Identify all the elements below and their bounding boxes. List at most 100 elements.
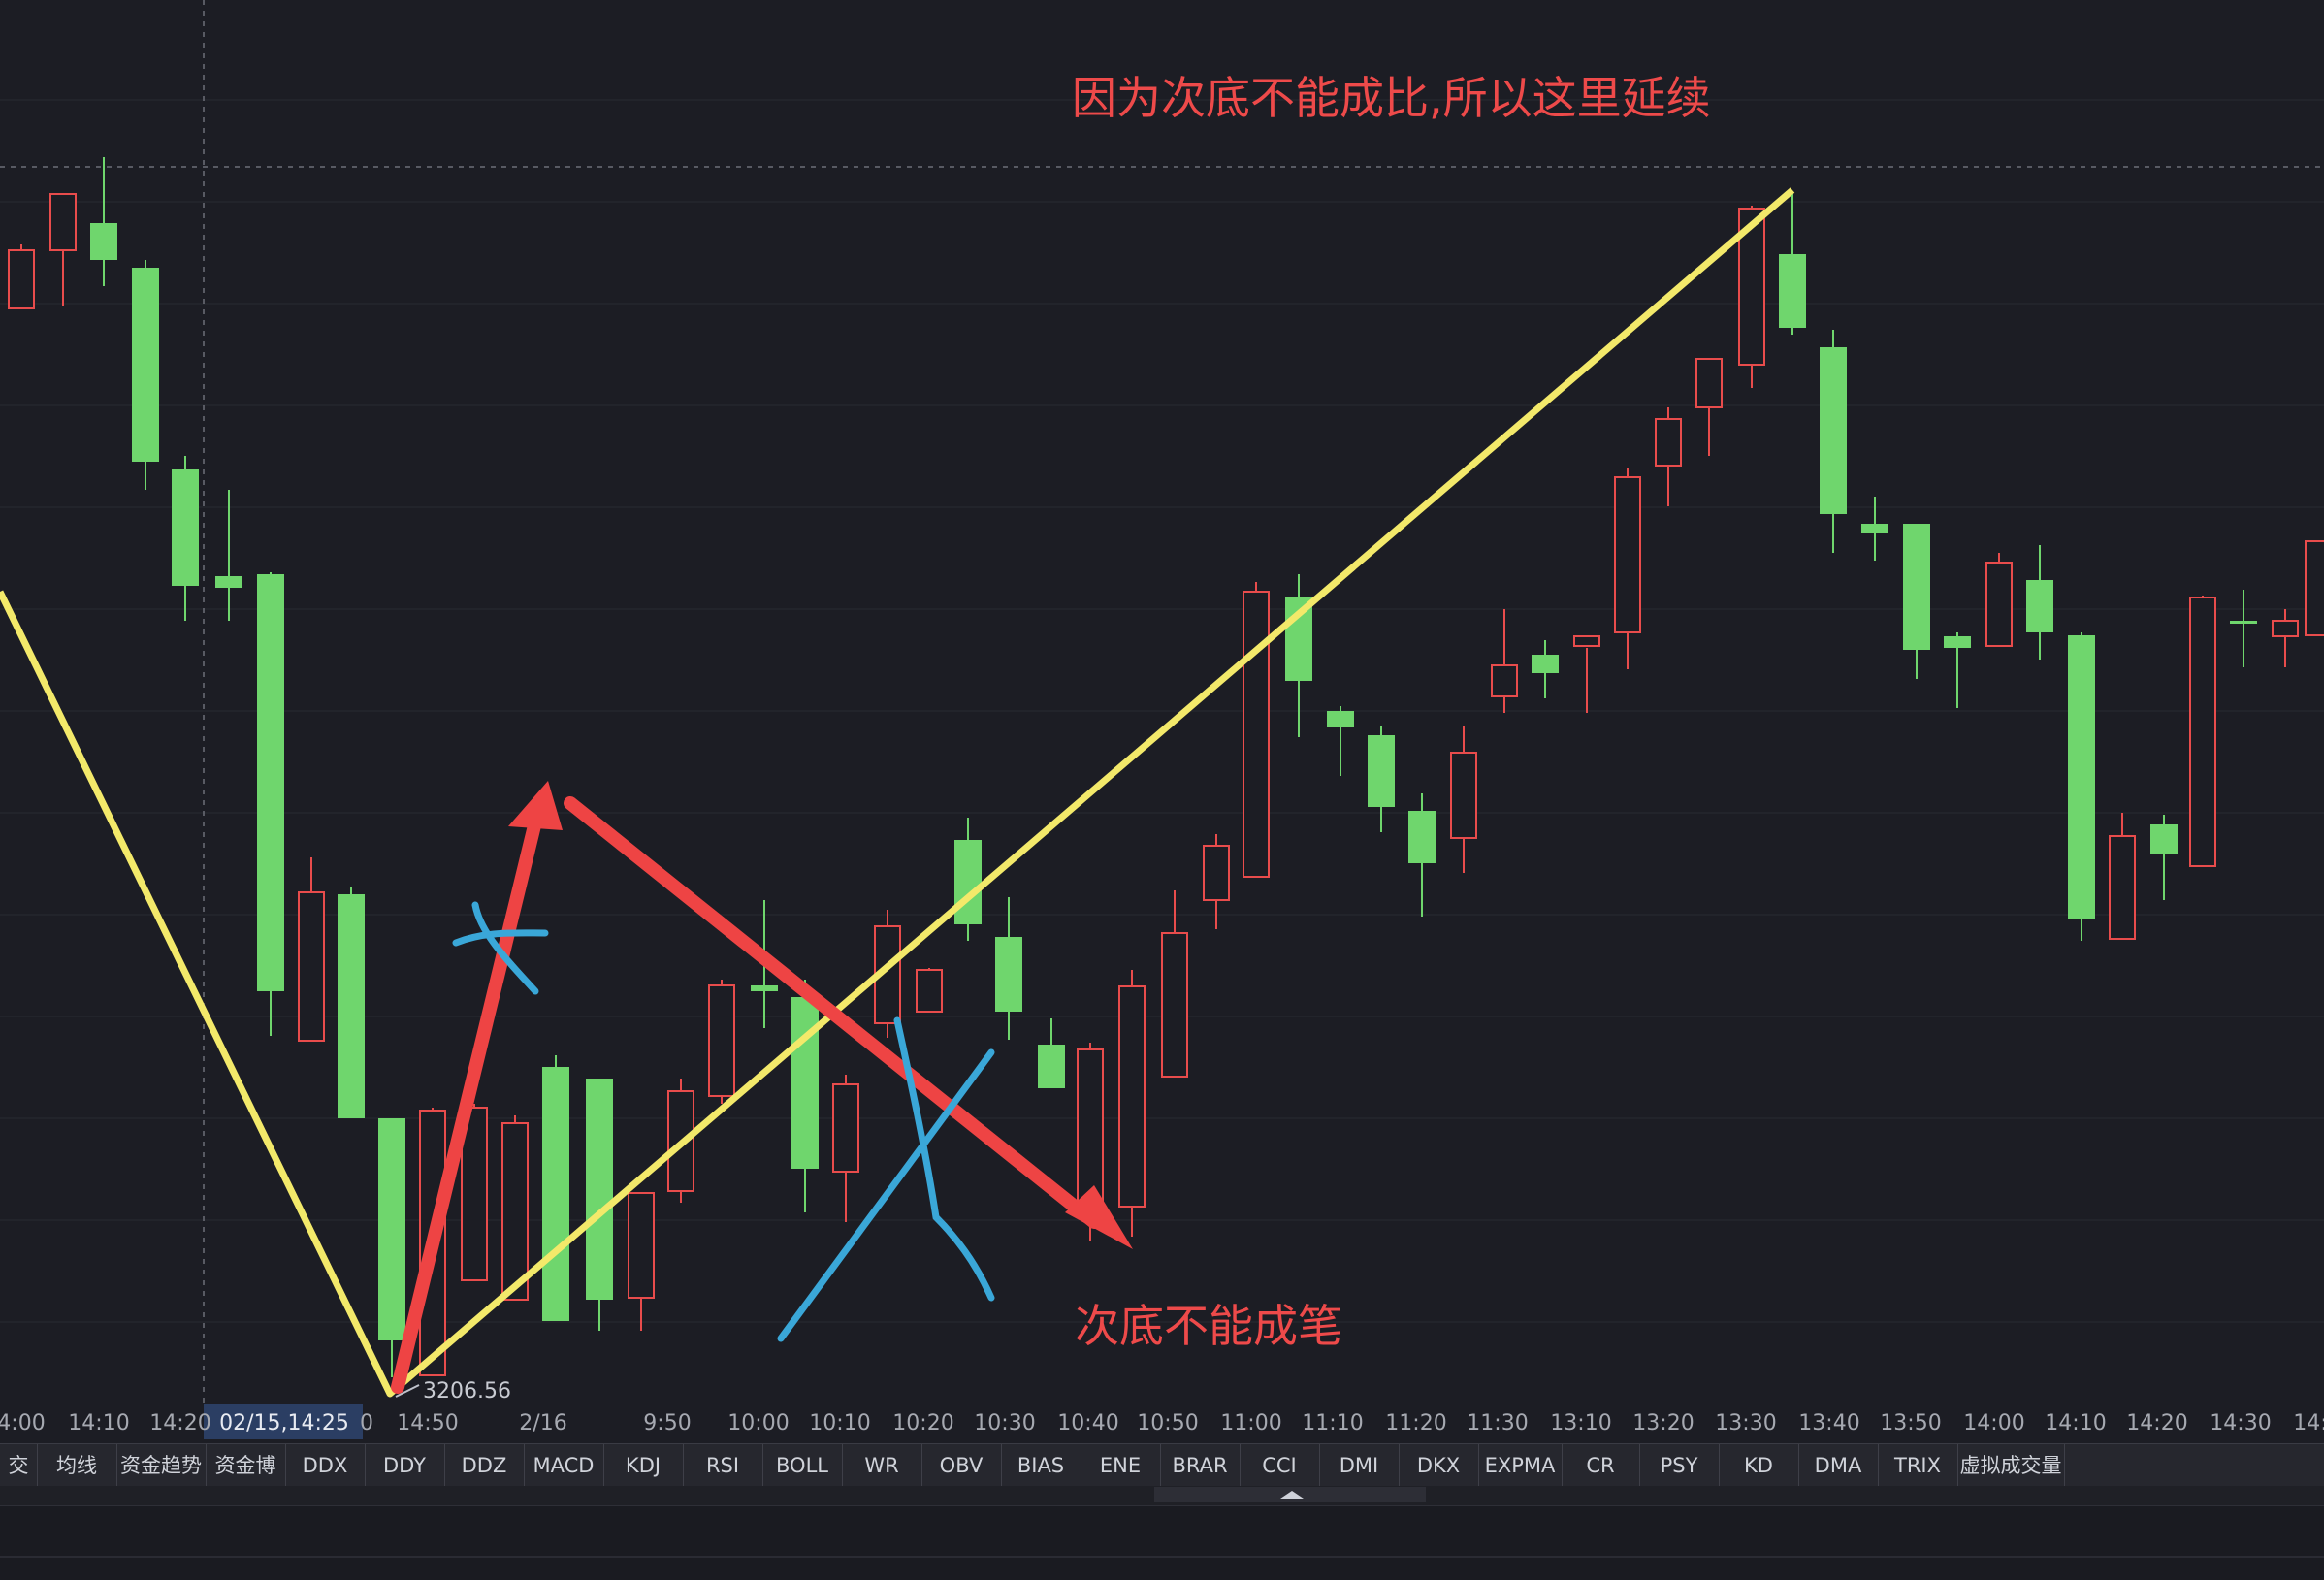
candles — [8, 157, 2324, 1377]
candle — [2230, 590, 2257, 667]
time-axis-label: 14:20 — [149, 1411, 210, 1435]
candle — [1573, 635, 1600, 713]
tab-6[interactable]: DDZ — [444, 1444, 525, 1487]
time-axis-label: 13:20 — [1632, 1411, 1694, 1435]
candle — [1695, 358, 1723, 456]
candle — [298, 857, 325, 1042]
candle — [2150, 815, 2178, 900]
time-axis-label: 11:20 — [1385, 1411, 1446, 1435]
tab-18[interactable]: DKX — [1399, 1444, 1479, 1487]
tab-23[interactable]: DMA — [1798, 1444, 1879, 1487]
tab-11[interactable]: WR — [842, 1444, 922, 1487]
candle — [542, 1055, 569, 1321]
red-arrow-down — [564, 796, 1133, 1249]
time-axis-label: 14:00 — [1963, 1411, 2024, 1435]
time-axis-label: 10:10 — [809, 1411, 870, 1435]
time-axis-label: 10:30 — [974, 1411, 1035, 1435]
candlestick-chart: 因为次底不能成比,所以这里延续 次底不能成笔 3206.56 4:00 14:10… — [0, 0, 2324, 1439]
tab-10[interactable]: BOLL — [762, 1444, 843, 1487]
tab-2[interactable]: 资金趋势 — [116, 1444, 207, 1487]
chevron-up-icon[interactable] — [1280, 1491, 1304, 1499]
time-axis-label: 11:00 — [1220, 1411, 1281, 1435]
candle — [338, 887, 365, 1118]
candle — [954, 818, 982, 941]
candle — [1655, 407, 1682, 506]
candle — [419, 1108, 446, 1376]
tab-4[interactable]: DDX — [285, 1444, 366, 1487]
time-axis-label: 14:10 — [68, 1411, 129, 1435]
red-arrow-up — [391, 781, 563, 1394]
tab-25[interactable]: 虚拟成交量 — [1957, 1444, 2065, 1487]
candle — [461, 1104, 488, 1281]
candle — [1368, 726, 1395, 832]
blue-cross-small — [452, 901, 549, 995]
tab-21[interactable]: PSY — [1639, 1444, 1720, 1487]
tab-8[interactable]: KDJ — [603, 1444, 684, 1487]
time-axis: 4:00 14:10 14:20 02/15,14:25 0 14:50 2/16 9:50 1… — [0, 1411, 2324, 1435]
candle — [1285, 574, 1312, 737]
candle — [1038, 1018, 1065, 1088]
tab-12[interactable]: OBV — [921, 1444, 1002, 1487]
time-axis-label: 14: — [2293, 1411, 2324, 1435]
indicator-panel — [0, 1505, 2324, 1580]
tab-24[interactable]: TRIX — [1878, 1444, 1958, 1487]
candle — [1779, 194, 1806, 335]
time-axis-label: 11:10 — [1302, 1411, 1363, 1435]
time-axis-label: 13:40 — [1798, 1411, 1859, 1435]
tab-7[interactable]: MACD — [524, 1444, 604, 1487]
candle — [90, 157, 117, 286]
candle — [916, 968, 943, 1013]
tab-17[interactable]: DMI — [1319, 1444, 1400, 1487]
time-axis-label: 13:50 — [1880, 1411, 1941, 1435]
candle — [628, 1192, 655, 1331]
candle — [132, 260, 159, 490]
low-marker-value: 3206.56 — [423, 1379, 511, 1403]
time-axis-label: 10:40 — [1057, 1411, 1118, 1435]
tab-9[interactable]: RSI — [683, 1444, 763, 1487]
candle — [995, 897, 1022, 1040]
candle — [1118, 970, 1146, 1237]
candle — [1944, 632, 1971, 708]
time-axis-label: 10:50 — [1137, 1411, 1198, 1435]
candle — [2272, 609, 2299, 667]
candle — [708, 980, 735, 1104]
tab-13[interactable]: BIAS — [1001, 1444, 1081, 1487]
tab-15[interactable]: BRAR — [1160, 1444, 1241, 1487]
candle — [1903, 524, 1930, 679]
tab-3[interactable]: 资金博弈 — [206, 1444, 286, 1520]
time-axis-label: 14:10 — [2045, 1411, 2106, 1435]
tab-5[interactable]: DDY — [365, 1444, 445, 1487]
candle — [501, 1115, 529, 1301]
candle — [832, 1075, 859, 1222]
candle — [1985, 553, 2013, 647]
time-axis-label: 02/15,14:25 — [219, 1411, 349, 1435]
indicator-toolbar: 交量均线资金趋势资金博弈DDXDDYDDZMACDKDJRSIBOLLWROBV… — [0, 1443, 2324, 1520]
candle — [791, 980, 819, 1212]
candle — [1161, 890, 1188, 1078]
candle — [215, 490, 242, 621]
candle — [2068, 632, 2095, 941]
time-axis-label: 10:20 — [892, 1411, 953, 1435]
time-axis-label: 13:10 — [1550, 1411, 1611, 1435]
indicator-panel-divider — [0, 1556, 2324, 1558]
tab-1[interactable]: 均线 — [37, 1444, 117, 1487]
tab-19[interactable]: EXPMA — [1478, 1444, 1563, 1487]
time-axis-label: 14:30 — [2210, 1411, 2271, 1435]
tab-14[interactable]: ENE — [1081, 1444, 1161, 1487]
candle — [1532, 640, 1559, 698]
tab-22[interactable]: KD — [1719, 1444, 1799, 1487]
candle — [1820, 330, 1847, 553]
candle — [2026, 545, 2053, 660]
candle — [1450, 726, 1477, 873]
tab-16[interactable]: CCI — [1240, 1444, 1320, 1487]
candle — [586, 1079, 613, 1331]
tab-20[interactable]: CR — [1562, 1444, 1640, 1487]
time-axis-label: 9:50 — [643, 1411, 691, 1435]
time-axis-label: 0 — [360, 1411, 373, 1435]
candle — [8, 244, 35, 309]
candle — [172, 456, 199, 621]
tab-0[interactable]: 交量 — [0, 1444, 38, 1520]
candle — [1077, 1043, 1104, 1241]
candle — [2109, 813, 2136, 940]
crosshair-label-bg — [204, 1404, 363, 1439]
